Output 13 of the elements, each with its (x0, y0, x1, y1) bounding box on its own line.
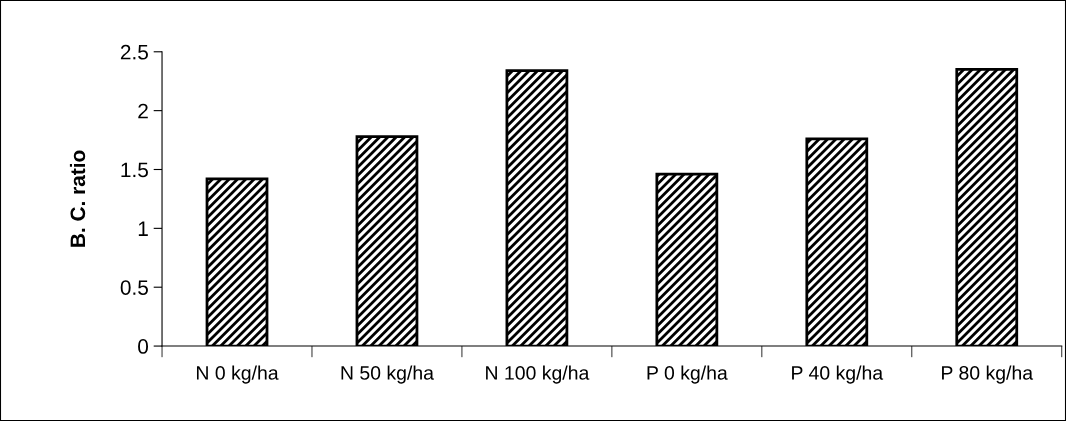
y-tick-label: 2.5 (120, 44, 148, 60)
y-tick-label: 2 (138, 103, 148, 119)
x-tick-label: P 0 kg/ha (647, 365, 728, 384)
y-tick-label: 0.5 (120, 280, 148, 295)
x-tick-label: P 40 kg/ha (792, 365, 884, 384)
x-tick-label: N 0 kg/ha (196, 365, 279, 384)
x-tick-label: N 50 kg/ha (341, 365, 434, 384)
y-tick-label: 0 (138, 339, 149, 354)
y-tick-label: 1.5 (121, 162, 148, 178)
y-axis-title: B. C. ratio (69, 150, 86, 247)
y-tick-label: 1 (138, 221, 148, 236)
x-tick-label: P 80 kg/ha (942, 365, 1034, 384)
x-tick-label: N 100 kg/ha (486, 365, 590, 384)
